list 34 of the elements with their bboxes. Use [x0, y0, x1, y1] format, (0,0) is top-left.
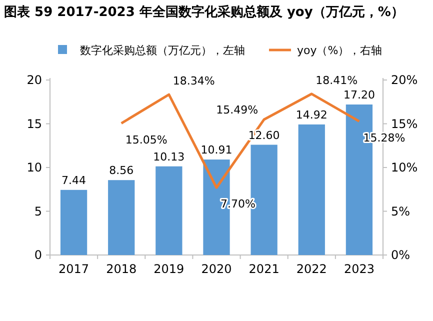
legend-label: yoy（%），右轴 [297, 44, 382, 57]
data-label: 14.92 [296, 108, 328, 122]
x-tick-label: 2017 [58, 262, 90, 276]
data-label: 10.91 [200, 144, 232, 157]
data-label: 18.41% [316, 74, 358, 87]
x-tick-label: 2019 [154, 262, 184, 276]
data-label: 17.20 [343, 88, 375, 102]
x-tick-label: 2021 [248, 262, 280, 276]
chart-title: 图表 59 2017-2023 年全国数字化采购总额及 yoy（万亿元，%） [4, 4, 404, 20]
y-tick-label: 0 [34, 248, 42, 262]
bar [156, 166, 182, 255]
data-label: 15.49% [216, 103, 258, 116]
y2-tick-label: 15% [391, 116, 418, 131]
data-label: 18.34% [172, 74, 215, 88]
data-label: 8.56 [109, 164, 134, 178]
y-tick-label: 15 [26, 116, 42, 131]
y2-tick-label: 0% [391, 248, 410, 262]
x-tick-label: 2022 [296, 262, 327, 276]
y2-tick-label: 5% [391, 204, 410, 218]
bar [108, 180, 135, 255]
y2-tick-label: 10% [391, 160, 418, 174]
bar [60, 190, 88, 255]
bar [298, 124, 325, 255]
data-label: 7.44 [62, 174, 86, 187]
y-tick-label: 10 [26, 160, 42, 174]
x-tick-label: 2023 [344, 262, 374, 276]
x-tick-label: 2018 [106, 262, 137, 276]
x-tick-label: 2020 [201, 262, 232, 276]
data-label: 10.13 [153, 150, 185, 164]
y-tick-label: 20 [26, 73, 42, 87]
y2-tick-label: 20% [391, 73, 418, 87]
data-label: 15.05% [125, 133, 168, 146]
legend-label: 数字化采购总额（万亿元），左轴 [80, 44, 245, 57]
y-tick-label: 5 [34, 204, 42, 218]
